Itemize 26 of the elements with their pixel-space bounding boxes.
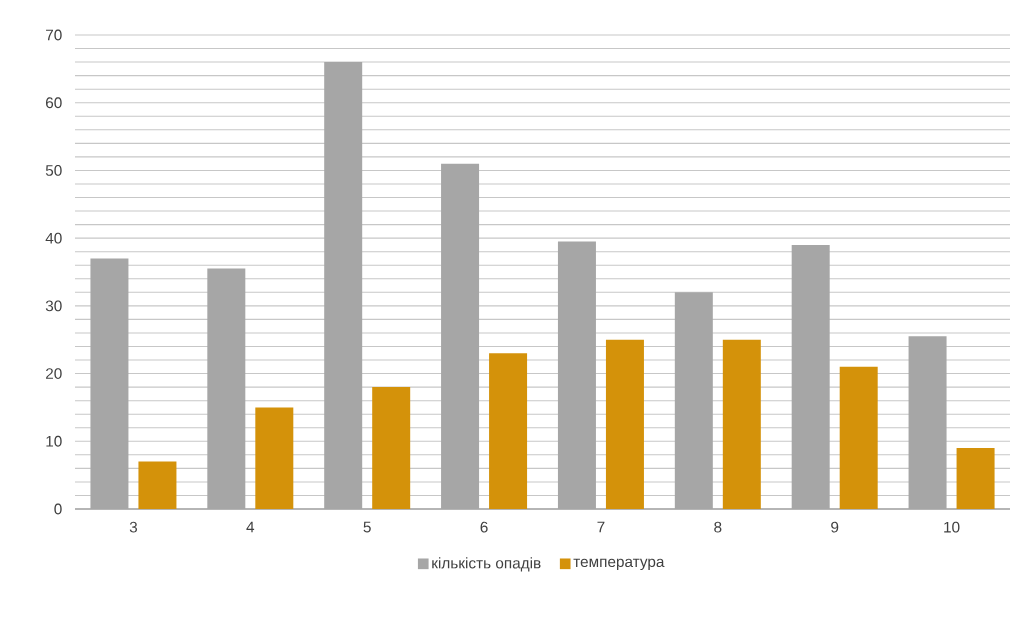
y-tick-label: 50 [45,165,62,176]
x-tick-label: 5 [363,521,371,533]
x-tick-label: 6 [480,521,488,533]
bar [489,353,528,509]
bar [605,339,644,509]
bar [722,339,761,509]
y-tick-label: 40 [45,232,62,244]
legend-label: температура [573,558,665,571]
x-tick-label: 3 [129,521,138,533]
legend-label: кількість опадів [432,557,541,572]
x-tick-label: 9 [831,521,839,533]
x-tick-label: 10 [944,521,960,533]
bar [372,387,411,509]
y-tick-label: 60 [46,97,62,109]
bar [956,448,995,509]
x-tick-label: 4 [246,521,255,533]
bar [138,461,177,509]
x-tick-label: 8 [714,521,722,533]
y-tick-label: 20 [46,368,62,379]
y-tick-label: 10 [46,435,62,447]
bar [839,366,878,509]
y-tick-label: 0 [54,503,62,515]
y-tick-label: 30 [45,300,62,312]
y-tick-label: 70 [46,29,62,41]
x-tick-label: 7 [597,521,605,533]
bar [255,407,294,509]
